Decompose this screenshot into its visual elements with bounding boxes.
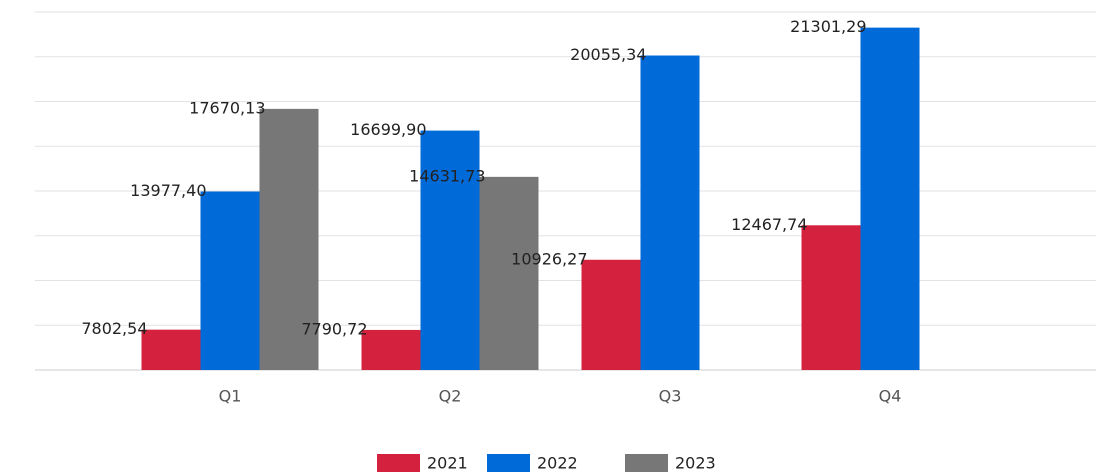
legend-swatch — [625, 454, 668, 472]
data-label: 7790,72 — [301, 319, 367, 338]
x-tick-label: Q4 — [879, 387, 902, 406]
bar — [581, 259, 641, 370]
bar — [479, 176, 539, 370]
x-tick-label: Q3 — [659, 387, 682, 406]
legend-label: 2021 — [427, 454, 468, 472]
bar — [259, 108, 319, 370]
data-label: 17670,13 — [189, 98, 265, 117]
data-label: 21301,29 — [790, 17, 866, 36]
bar — [420, 130, 480, 370]
bar — [640, 55, 700, 370]
bar — [200, 191, 260, 370]
bar — [860, 27, 920, 370]
x-tick-label: Q2 — [439, 387, 462, 406]
data-label: 20055,34 — [570, 45, 646, 64]
legend-label: 2022 — [537, 454, 578, 472]
data-label: 10926,27 — [511, 249, 587, 268]
bar — [141, 329, 201, 370]
data-label: 13977,40 — [130, 181, 206, 200]
data-label: 7802,54 — [81, 319, 147, 338]
bar — [361, 329, 421, 370]
legend-swatch — [487, 454, 530, 472]
data-label: 14631,73 — [409, 166, 485, 185]
x-tick-label: Q1 — [219, 387, 242, 406]
legend-swatch — [377, 454, 420, 472]
legend-label: 2023 — [675, 454, 716, 472]
bar — [801, 225, 861, 370]
data-label: 16699,90 — [350, 120, 426, 139]
data-label: 12467,74 — [731, 215, 807, 234]
